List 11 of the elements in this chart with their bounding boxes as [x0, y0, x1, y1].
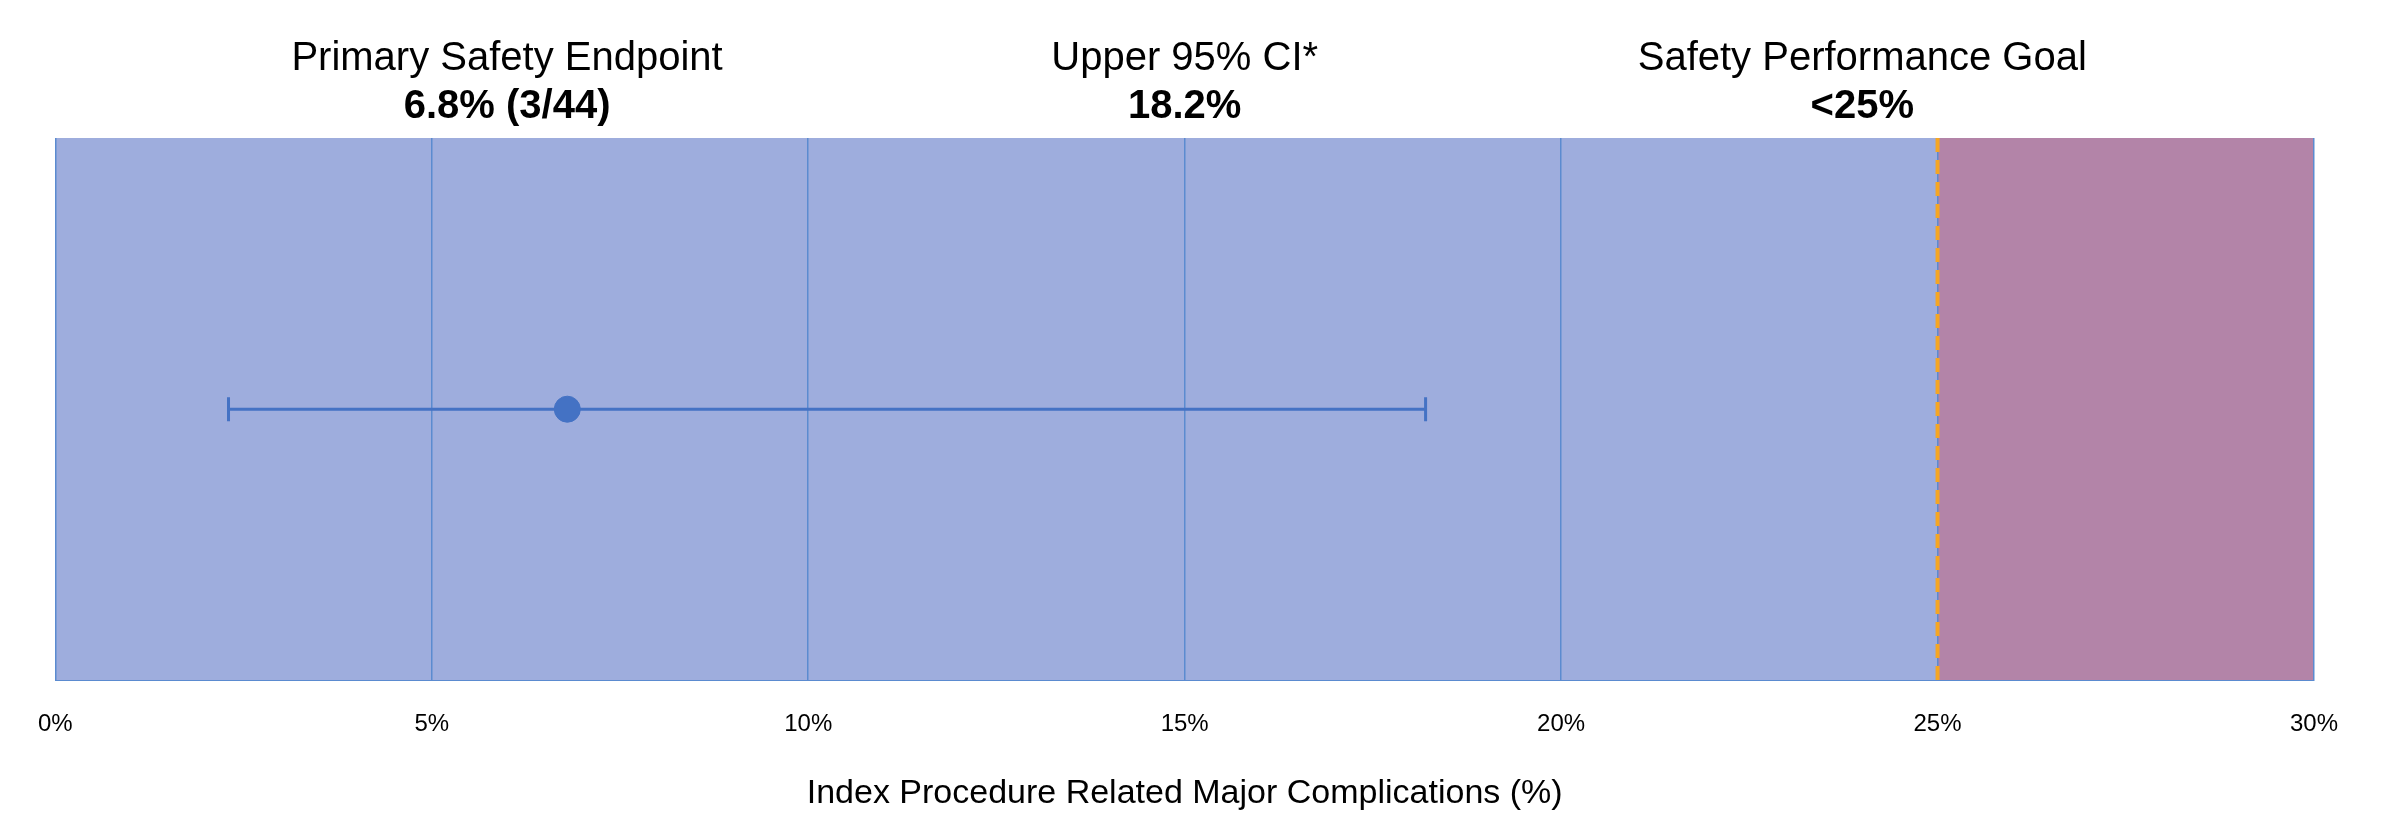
x-tick-label: 25%	[1913, 709, 1962, 737]
text: Primary Safety Endpoint 6.8% (3/44)	[291, 34, 723, 126]
x-tick-label: 30%	[2289, 709, 2339, 737]
text: Upper 95% CI* 18.2%	[1051, 34, 1319, 126]
text: Safety Performance Goal <25%	[1637, 34, 2087, 126]
x-tick-label: 15%	[1160, 709, 1209, 737]
x-tick-label: 10%	[784, 709, 833, 737]
x-tick-label: 5%	[414, 709, 450, 737]
x-axis-title: Index Procedure Related Major Complications (%)	[806, 771, 1563, 810]
x-tick-label: 0%	[38, 709, 73, 737]
x-tick-label: 20%	[1537, 709, 1586, 737]
